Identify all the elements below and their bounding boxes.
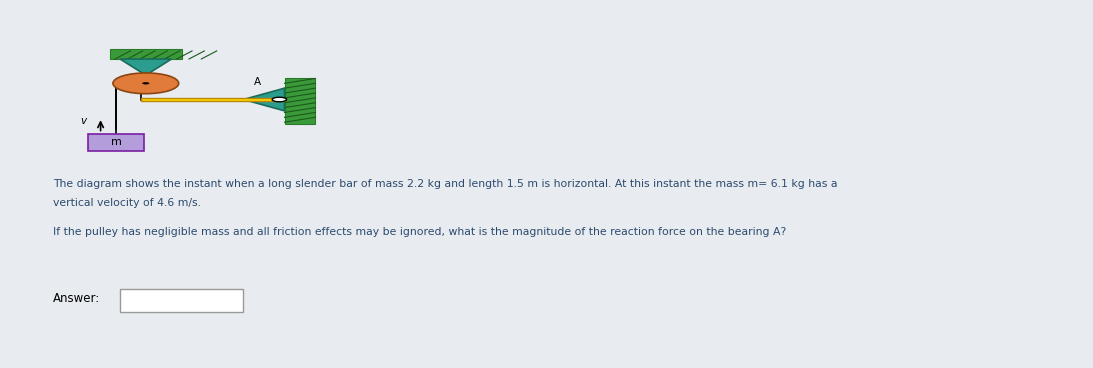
Text: A: A: [254, 77, 261, 87]
Circle shape: [272, 97, 286, 102]
Polygon shape: [120, 59, 172, 75]
Text: m: m: [110, 137, 121, 148]
Text: vertical velocity of 4.6 m/s.: vertical velocity of 4.6 m/s.: [54, 198, 201, 208]
Text: If the pulley has negligible mass and all friction effects may be ignored, what : If the pulley has negligible mass and al…: [54, 227, 787, 237]
Bar: [109, 49, 181, 59]
Circle shape: [142, 82, 150, 84]
Polygon shape: [244, 88, 284, 111]
FancyBboxPatch shape: [120, 289, 244, 312]
Circle shape: [113, 73, 178, 94]
Text: v: v: [80, 116, 86, 126]
Bar: [284, 78, 316, 124]
Text: Answer:: Answer:: [54, 292, 101, 305]
Text: The diagram shows the instant when a long slender bar of mass 2.2 kg and length : The diagram shows the instant when a lon…: [54, 179, 838, 189]
Bar: [141, 98, 284, 102]
Bar: [87, 134, 144, 151]
